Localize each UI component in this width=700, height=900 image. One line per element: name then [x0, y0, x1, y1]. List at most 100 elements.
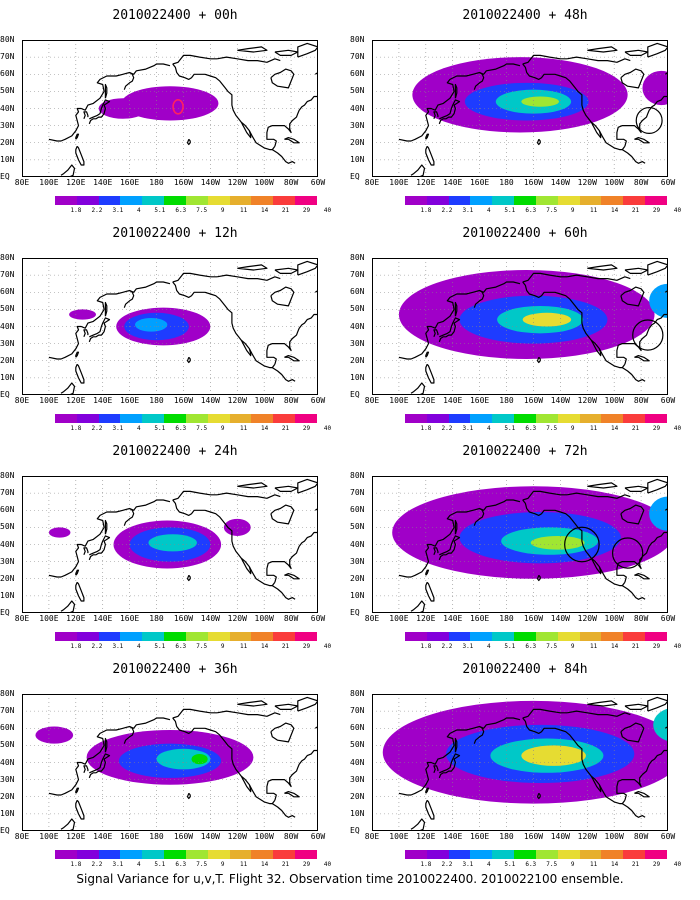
- coastline: [664, 282, 668, 293]
- lat-tick-label: 80N: [0, 254, 15, 262]
- coastline: [425, 581, 435, 602]
- coastline: [240, 557, 252, 575]
- map-panel-p48: 2010022400 + 48h 80N 70N 60N 50N 40N 30N 20N 10N…: [350, 0, 700, 218]
- colorbar-label: 6.3: [175, 643, 187, 650]
- lat-tick-label: 80N: [0, 690, 15, 698]
- lon-tick-label: 80W: [633, 178, 649, 187]
- colorbar-swatch: [601, 850, 624, 859]
- lon-tick-label: 160W: [173, 614, 194, 623]
- lon-tick-label: 160W: [523, 396, 544, 405]
- colorbar-labels: 1.8 2.2 3.1 4 5.1 6.3 7.5 9 11 14 21 29 40: [405, 425, 682, 433]
- coastline: [398, 717, 521, 796]
- lon-tick-label: 120E: [416, 178, 436, 187]
- panel-title: 2010022400 + 72h: [462, 444, 588, 459]
- lat-tick-label: 20N: [350, 574, 365, 583]
- colorbar-label: 6.3: [525, 425, 537, 432]
- colorbar-label: 1.8: [70, 861, 82, 868]
- lon-tick-label: 80W: [283, 614, 299, 623]
- coastline: [104, 301, 108, 317]
- lon-tick-label: 140W: [550, 832, 570, 841]
- colorbar-label: 14: [260, 643, 269, 650]
- coastline: [620, 68, 645, 89]
- coastline: [620, 286, 645, 307]
- coastline: [566, 492, 631, 499]
- coastline: [266, 531, 318, 583]
- lon-tick-label: 140W: [200, 614, 220, 623]
- colorbar-swatch: [207, 632, 230, 641]
- map-canvas: [22, 694, 318, 831]
- highlight-circle: [564, 526, 600, 563]
- lon-tick-label: 80W: [633, 614, 649, 623]
- colorbar-label: 5.1: [504, 425, 516, 432]
- colorbar: [55, 632, 317, 641]
- colorbar-label: 11: [590, 861, 598, 868]
- lat-tick-label: 30N: [0, 339, 15, 348]
- colorbar-label: 21: [631, 861, 640, 868]
- lon-tick-label: 160E: [469, 396, 490, 405]
- colorbar-label: 2.2: [441, 861, 453, 868]
- variance-shading: [135, 317, 168, 332]
- colorbar-swatch: [470, 196, 493, 205]
- colorbar-labels: 1.8 2.2 3.1 4 5.1 6.3 7.5 9 11 14 21 29 40: [55, 861, 332, 869]
- colorbar-label: 11: [590, 643, 598, 650]
- lon-tick-label: 160W: [523, 178, 544, 187]
- coastline: [398, 281, 521, 360]
- map-plot: [372, 40, 668, 177]
- coastline: [237, 700, 268, 707]
- lat-tick-label: 70N: [0, 707, 15, 716]
- lat-tick-label: EQ: [350, 173, 360, 181]
- coastline: [274, 49, 299, 56]
- lon-tick-label: 80W: [633, 396, 649, 405]
- colorbar-swatch: [448, 632, 471, 641]
- lon-tick-label: 140E: [93, 178, 113, 187]
- colorbar-swatch: [645, 850, 667, 859]
- colorbar-swatch: [623, 196, 646, 205]
- coastline: [647, 478, 668, 494]
- lon-tick-label: 140W: [550, 614, 570, 623]
- colorbar-label: 9: [220, 643, 225, 650]
- coastline: [473, 290, 485, 308]
- coastline: [647, 696, 668, 712]
- colorbar-label: 7.5: [546, 425, 558, 432]
- colorbar-swatch: [98, 196, 121, 205]
- colorbar: [405, 196, 667, 205]
- lat-tick-label: 30N: [0, 557, 15, 566]
- lon-tick-label: 160E: [469, 832, 490, 841]
- map-canvas: [22, 258, 318, 395]
- coastline: [83, 329, 89, 338]
- coastline: [438, 99, 461, 125]
- colorbar-label: 5.1: [504, 861, 516, 868]
- colorbar-label: 9: [570, 861, 575, 868]
- lon-tick-label: 140E: [443, 832, 463, 841]
- lon-tick-label: 80W: [283, 396, 299, 405]
- map-plot: [372, 258, 668, 395]
- variance-shading: [649, 283, 668, 318]
- colorbar-label: 5.1: [504, 207, 516, 214]
- panel-title: 2010022400 + 48h: [462, 8, 588, 23]
- colorbar-swatch: [207, 414, 230, 423]
- colorbar: [405, 414, 667, 423]
- lat-tick-label: 10N: [350, 591, 365, 600]
- coastline: [270, 68, 295, 89]
- lon-tick-label: 80E: [14, 396, 30, 405]
- coastline: [621, 367, 646, 382]
- coastline: [425, 145, 435, 166]
- lat-tick-label: 60N: [350, 288, 365, 297]
- colorbar-label: 40: [673, 425, 682, 432]
- coastline: [473, 72, 485, 90]
- colorbar-label: 29: [302, 425, 311, 432]
- variance-shading: [191, 753, 208, 765]
- lon-tick-label: 100W: [604, 396, 624, 405]
- map-frame: [372, 258, 668, 395]
- lat-tick-label: 60N: [350, 724, 365, 733]
- coastline: [473, 726, 485, 744]
- coastline: [60, 818, 76, 831]
- colorbar-label: 7.5: [546, 861, 558, 868]
- coastline: [297, 42, 318, 58]
- coastline: [48, 63, 171, 142]
- colorbar-label: 21: [631, 643, 640, 650]
- map-frame: [372, 476, 668, 613]
- lon-tick-label: 140E: [93, 614, 113, 623]
- lon-tick-label: 100W: [254, 396, 274, 405]
- map-panel-p60: 2010022400 + 60h 80N 70N 60N 50N 40N 30N 20N 10N…: [350, 218, 700, 436]
